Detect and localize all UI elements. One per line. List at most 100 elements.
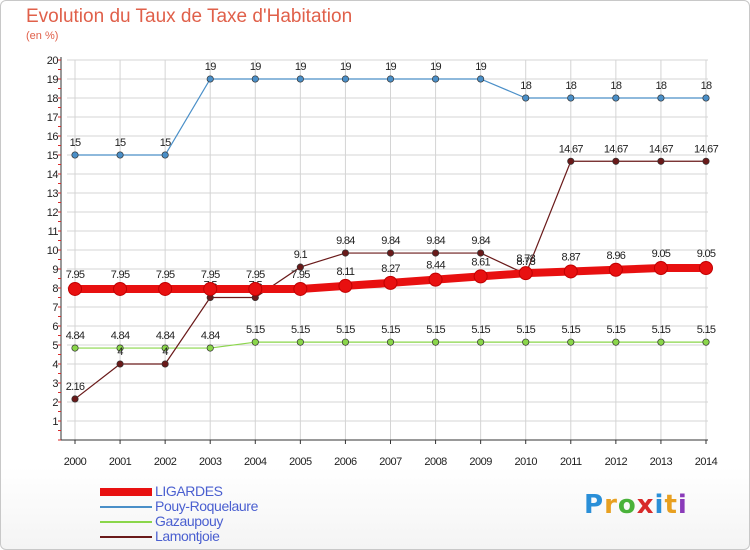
data-point	[206, 75, 214, 83]
data-point	[113, 281, 128, 296]
proxiti-logo: Proxiti	[584, 490, 688, 520]
data-label: 18	[701, 80, 712, 92]
data-point	[657, 338, 665, 346]
data-label: 5.15	[381, 324, 400, 336]
data-label: 19	[250, 61, 261, 73]
data-point	[567, 157, 575, 165]
data-point	[432, 338, 440, 346]
y-tick-label: 16	[47, 131, 59, 143]
data-point	[518, 266, 533, 281]
data-label: 9.1	[294, 249, 308, 261]
data-point	[702, 338, 710, 346]
data-label: 5.15	[652, 324, 671, 336]
data-label: 4.84	[156, 330, 175, 342]
data-point	[522, 338, 530, 346]
data-point	[386, 75, 395, 83]
data-point	[248, 281, 263, 296]
data-label: 18	[565, 80, 576, 92]
data-label: 5.15	[471, 324, 490, 336]
data-label: 8.87	[561, 251, 580, 263]
x-tick-label: 2000	[64, 456, 87, 468]
data-point	[383, 275, 398, 290]
data-label: 18	[520, 80, 531, 92]
data-label: 5.15	[516, 324, 535, 336]
data-point	[341, 249, 349, 257]
y-tick-label: 9	[52, 264, 58, 276]
data-point	[477, 75, 485, 83]
data-point	[567, 94, 575, 102]
logo-letter: i	[677, 490, 688, 520]
data-label: 4	[162, 346, 168, 358]
data-point	[116, 360, 124, 368]
y-tick-label: 13	[47, 188, 59, 200]
data-point	[386, 249, 395, 257]
data-point	[296, 338, 304, 346]
logo-letter: r	[604, 490, 618, 520]
legend-label: Pouy-Roquelaure	[155, 498, 258, 514]
y-tick-label: 3	[52, 378, 58, 390]
y-tick-label: 10	[47, 245, 59, 257]
data-point	[251, 338, 259, 346]
x-tick-label: 2011	[560, 456, 582, 468]
legend-swatch	[100, 506, 152, 508]
data-point	[612, 94, 620, 102]
data-point	[161, 344, 169, 352]
data-label: 8.96	[607, 250, 626, 262]
data-label: 15	[160, 137, 171, 149]
data-label: 18	[610, 80, 621, 92]
data-point	[563, 264, 578, 279]
data-point	[71, 395, 79, 403]
data-point	[428, 272, 443, 287]
data-point	[702, 157, 710, 165]
x-tick-label: 2003	[199, 456, 222, 468]
data-label: 7.95	[201, 269, 220, 281]
y-tick-label: 2	[52, 397, 58, 409]
data-point	[612, 157, 620, 165]
data-label: 18	[656, 80, 667, 92]
legend-swatch	[100, 488, 152, 496]
logo-letter: i	[654, 490, 665, 520]
data-point	[116, 344, 124, 352]
data-label: 8.27	[381, 263, 400, 275]
data-label: 9.84	[471, 235, 490, 247]
data-point	[296, 75, 304, 83]
data-point	[522, 94, 530, 102]
data-point	[657, 157, 665, 165]
y-tick-label: 14	[47, 169, 59, 181]
chart-title: Evolution du Taux de Taxe d'Habitation	[26, 6, 353, 27]
data-label: 5.15	[246, 324, 265, 336]
data-point	[161, 151, 169, 159]
data-label: 14.67	[604, 143, 629, 155]
data-point	[338, 278, 353, 293]
data-label: 4.84	[201, 330, 220, 342]
y-tick-label: 1	[52, 416, 58, 428]
data-point	[477, 338, 485, 346]
data-point	[699, 261, 713, 276]
x-tick-label: 2012	[605, 456, 628, 468]
legend-label: Lamontjoie	[155, 528, 220, 544]
data-point	[432, 75, 440, 83]
data-label: 7.95	[66, 269, 85, 281]
y-tick-label: 15	[47, 150, 59, 162]
data-label: 9.84	[336, 235, 355, 247]
data-point	[432, 249, 440, 257]
x-tick-label: 2005	[289, 456, 312, 468]
logo-letter: P	[584, 490, 605, 520]
data-point	[386, 338, 395, 346]
data-point	[473, 269, 488, 284]
y-tick-label: 8	[52, 283, 58, 295]
y-tick-label: 18	[47, 93, 59, 105]
data-label: 7.95	[291, 269, 310, 281]
y-tick-label: 5	[52, 340, 58, 352]
data-point	[71, 344, 79, 352]
data-point	[203, 281, 218, 296]
data-label: 5.15	[336, 324, 355, 336]
data-label: 5.15	[426, 324, 445, 336]
y-tick-label: 20	[47, 55, 59, 67]
data-point	[296, 263, 304, 271]
y-tick-label: 7	[52, 302, 58, 314]
data-point	[341, 75, 349, 83]
x-tick-label: 2008	[424, 456, 447, 468]
y-tick-label: 12	[47, 207, 59, 219]
